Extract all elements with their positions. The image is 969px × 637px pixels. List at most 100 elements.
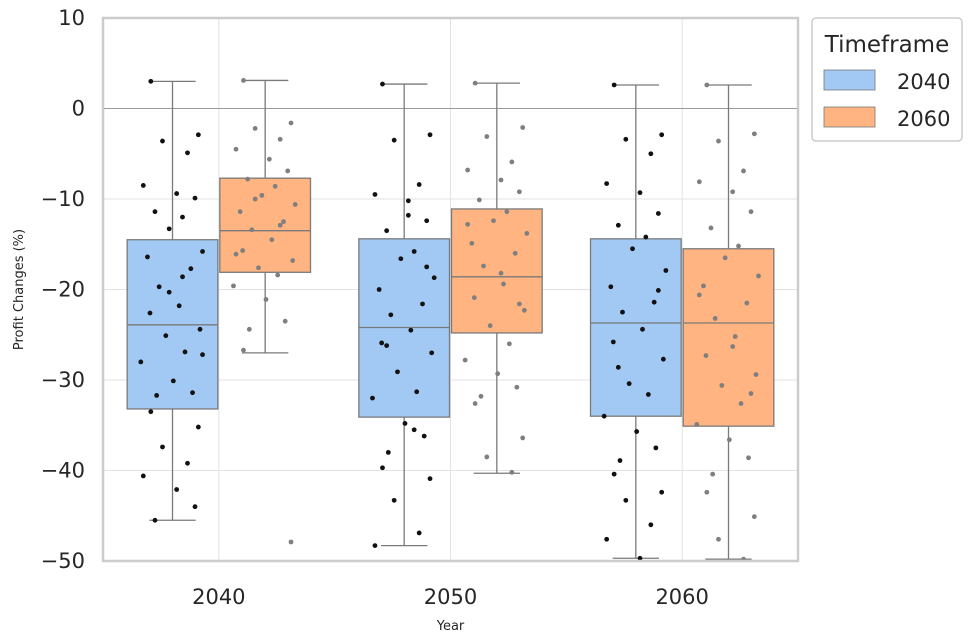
data-point (427, 476, 433, 482)
data-point (424, 264, 430, 270)
data-point (259, 192, 265, 198)
data-point (651, 299, 657, 305)
data-point (751, 514, 757, 520)
data-point (608, 284, 614, 290)
data-point (398, 256, 404, 262)
data-point (648, 522, 654, 528)
data-point (712, 316, 718, 321)
data-point (282, 318, 288, 324)
data-point (195, 424, 201, 430)
data-point (730, 189, 736, 195)
data-point (256, 265, 261, 271)
x-tick-label: 2060 (655, 585, 708, 609)
y-tick-label: 0 (72, 97, 85, 121)
data-point (160, 138, 165, 144)
data-point (252, 196, 258, 202)
data-point (648, 151, 654, 157)
data-point (634, 429, 640, 434)
data-point (241, 347, 246, 353)
box-2060-2050 (450, 82, 543, 474)
data-point (391, 497, 397, 503)
x-tick-label: 2040 (192, 585, 245, 609)
data-point (704, 82, 710, 88)
data-point (385, 450, 391, 455)
y-axis-ticks: 10 0 −10 −20 −30 −40 −50 (41, 6, 85, 573)
data-point (623, 497, 629, 503)
data-point (604, 536, 610, 542)
data-point (379, 340, 385, 346)
data-point (148, 78, 154, 84)
data-point (719, 383, 725, 388)
y-tick-label: 10 (58, 6, 85, 30)
data-point (166, 226, 172, 232)
data-point (176, 303, 182, 309)
data-point (620, 309, 625, 315)
data-point (748, 391, 754, 396)
data-point (380, 81, 385, 87)
data-point (174, 191, 180, 196)
data-point (421, 433, 427, 439)
data-point (756, 273, 761, 279)
data-point (402, 421, 408, 426)
data-point (498, 270, 504, 276)
data-point (509, 159, 515, 165)
box-2060-2040 (219, 79, 312, 354)
box-body (219, 177, 312, 273)
data-point (237, 209, 243, 215)
data-point (716, 138, 721, 144)
data-point (411, 427, 417, 433)
data-point (623, 136, 629, 142)
data-point (660, 356, 666, 362)
data-point (645, 392, 651, 397)
data-point (384, 343, 390, 349)
data-point (659, 132, 665, 138)
data-point (520, 125, 526, 130)
legend-label-2060: 2060 (897, 107, 950, 131)
box-body (589, 238, 682, 417)
data-point (272, 183, 278, 189)
data-point (174, 487, 180, 492)
data-point (231, 283, 236, 289)
data-point (741, 168, 746, 174)
data-point (701, 283, 706, 289)
data-point (469, 240, 475, 246)
data-point (414, 389, 420, 395)
box-2040-2050 (358, 83, 451, 547)
data-point (384, 228, 390, 234)
box-2040-2040 (126, 80, 219, 521)
data-point (509, 469, 515, 475)
data-point (185, 460, 190, 466)
data-point (643, 234, 649, 240)
data-point (163, 333, 169, 339)
y-tick-label: −40 (41, 459, 85, 483)
data-point (617, 458, 623, 463)
data-point (275, 272, 281, 278)
data-point (372, 192, 378, 197)
data-point (188, 266, 194, 272)
data-point (185, 150, 190, 156)
data-point (152, 209, 158, 215)
data-point (180, 214, 185, 220)
data-point (708, 225, 714, 231)
data-point (501, 281, 506, 287)
data-point (476, 197, 482, 203)
data-point (471, 295, 477, 301)
y-tick-label: −30 (41, 368, 85, 392)
data-point (484, 134, 490, 139)
data-point (269, 237, 275, 243)
data-point (277, 222, 283, 228)
data-point (190, 390, 195, 396)
y-axis-label: Profit Changes (%) (12, 229, 27, 350)
data-point (285, 168, 291, 174)
data-point (655, 288, 661, 293)
data-point (512, 250, 518, 256)
data-point (704, 489, 710, 495)
plot-frame (101, 16, 800, 563)
legend-swatch-2040 (823, 69, 876, 91)
data-point (233, 251, 239, 257)
data-point (240, 248, 246, 253)
data-point (156, 284, 162, 290)
data-point (288, 120, 294, 126)
data-point (703, 353, 709, 358)
data-point (416, 182, 422, 187)
